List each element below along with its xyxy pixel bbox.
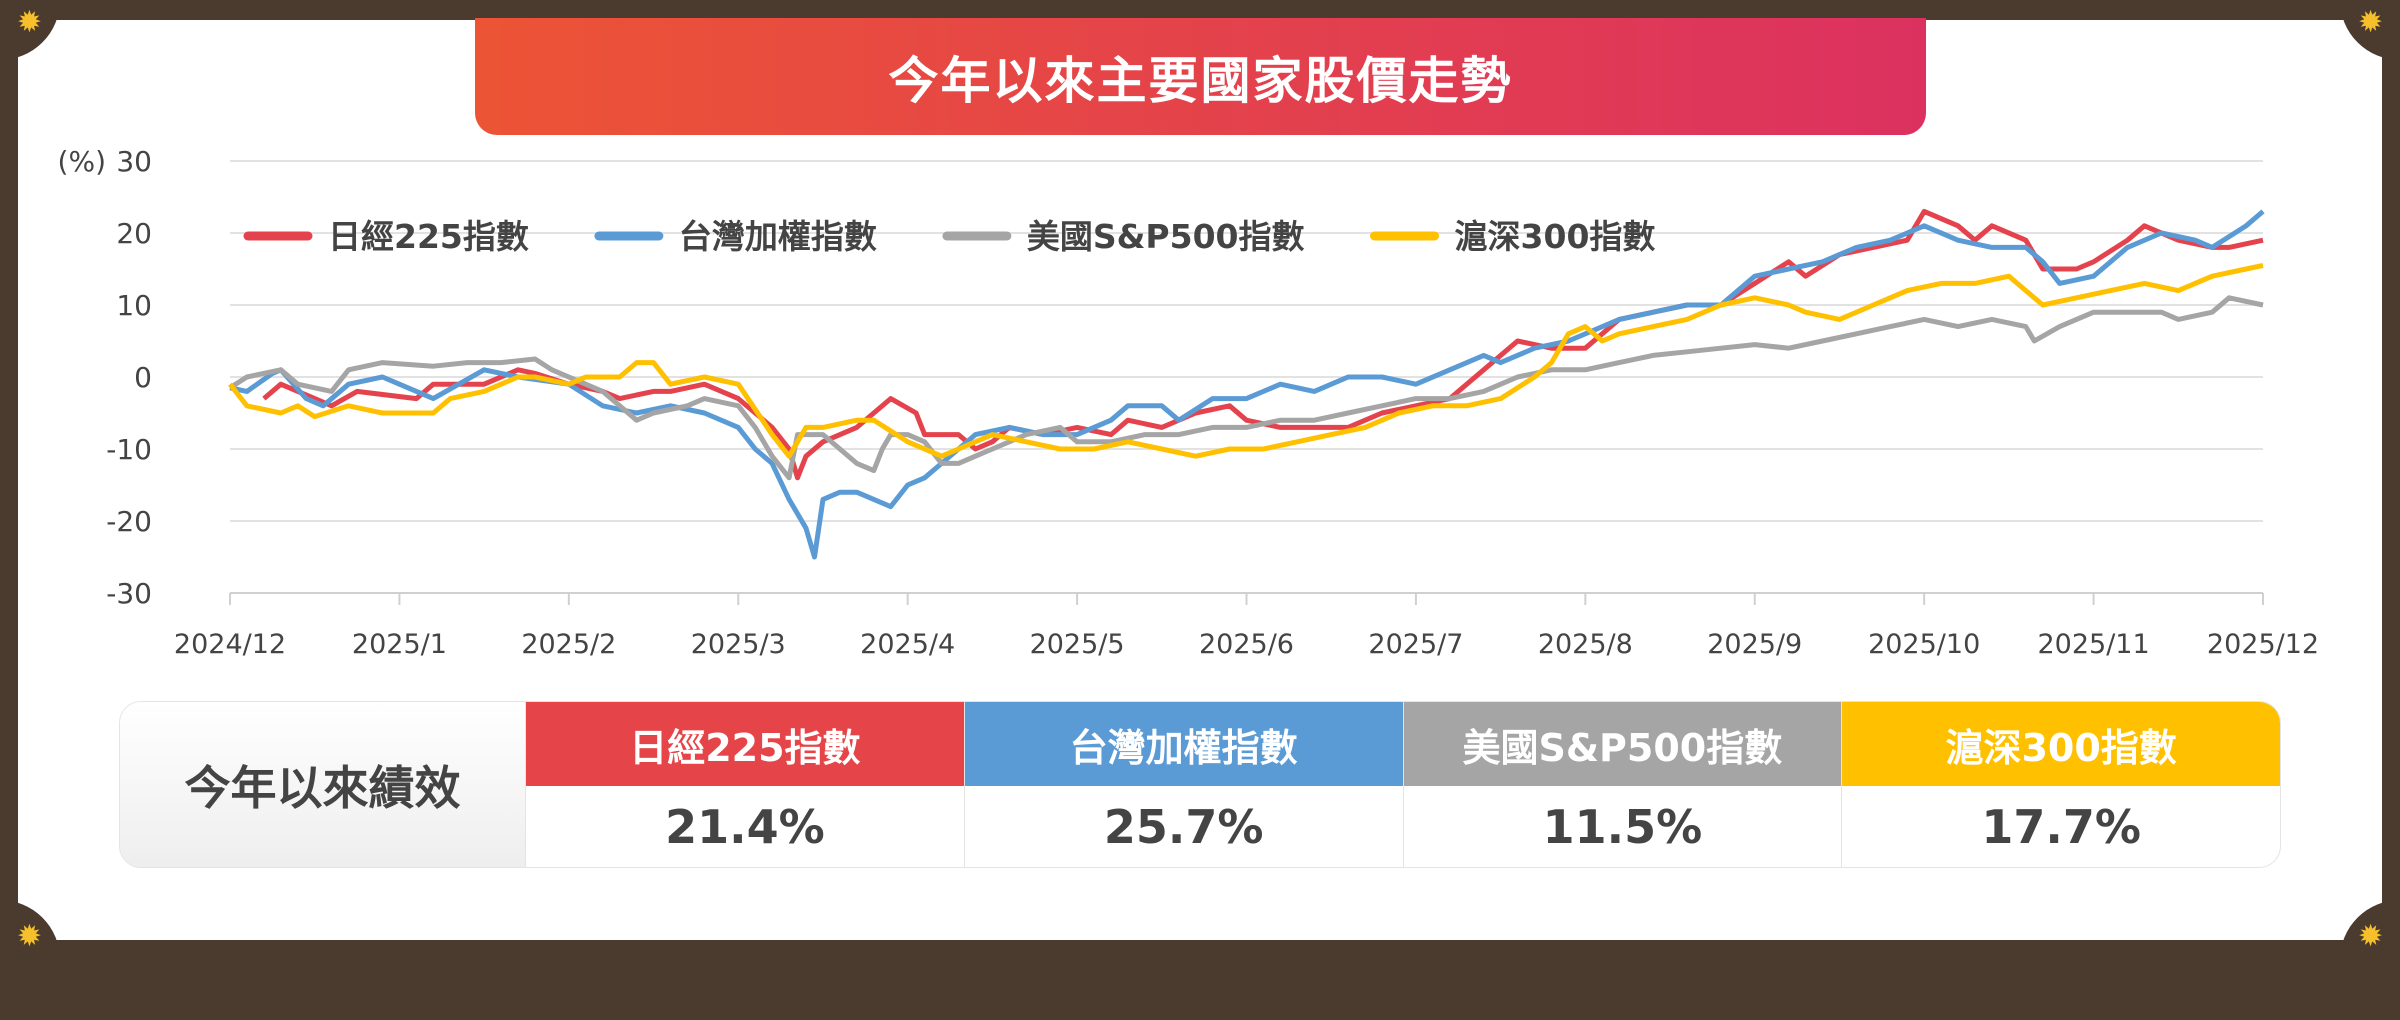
x-tick-label: 2025/3 (691, 629, 786, 660)
x-tick-label: 2025/8 (1538, 629, 1633, 660)
perf-col-sp500: 美國S&P500指數 11.5% (1403, 702, 1843, 867)
x-tick-label: 2025/6 (1199, 629, 1294, 660)
perf-header: 美國S&P500指數 (1403, 702, 1842, 786)
x-tick-label: 2025/12 (2207, 629, 2319, 660)
series-line-3 (228, 262, 2264, 459)
perf-value: 17.7% (1981, 799, 2141, 854)
perf-value: 21.4% (665, 799, 825, 854)
sun-icon: ✹ (2358, 919, 2384, 954)
y-tick-label: -20 (106, 505, 152, 538)
sun-icon: ✹ (16, 5, 42, 40)
perf-col-csi300: 滬深300指數 17.7% (1842, 702, 2280, 867)
x-tick-label: 2025/10 (1868, 629, 1980, 660)
x-tick-label: 2025/2 (521, 629, 616, 660)
x-tick-label: 2025/5 (1030, 629, 1125, 660)
perf-header: 台灣加權指數 (964, 702, 1403, 786)
chart-title: 今年以來主要國家股價走勢 (475, 18, 1926, 135)
perf-col-taiex: 台灣加權指數 25.7% (964, 702, 1404, 867)
perf-col-nikkei: 日經225指數 21.4% (526, 702, 965, 867)
legend-label: 日經225指數 (328, 217, 529, 256)
legend-label: 美國S&P500指數 (1027, 217, 1305, 256)
perf-header: 滬深300指數 (1842, 702, 2280, 786)
line-chart: 30 20 10 0 -10 -20 -30 (%) 2024/12 2025/1 2025/2 20… (58, 145, 2320, 660)
legend-label: 滬深300指數 (1455, 217, 1656, 256)
perf-value: 25.7% (1103, 799, 1264, 854)
y-tick-label: -10 (106, 433, 152, 466)
perf-value: 11.5% (1542, 799, 1703, 854)
y-tick-label: -30 (106, 577, 152, 610)
x-tick-label: 2025/9 (1707, 629, 1802, 660)
series-line-2 (228, 295, 2264, 481)
x-tick-label: 2025/7 (1368, 629, 1463, 660)
x-tick-label: 2025/4 (860, 629, 955, 660)
y-tick-label: 10 (116, 289, 152, 322)
x-tick-label: 2025/1 (352, 629, 447, 660)
sun-icon: ✹ (16, 919, 42, 954)
series-line-1 (229, 209, 2265, 560)
x-tick-label: 2025/11 (2037, 629, 2149, 660)
y-tick-label: 30 (116, 145, 152, 178)
perf-header: 日經225指數 (526, 702, 964, 786)
sun-icon: ✹ (2358, 5, 2384, 40)
y-axis-label: (%) (58, 145, 106, 178)
x-tick-label: 2024/12 (174, 629, 286, 660)
y-tick-label: 20 (116, 217, 152, 250)
performance-table: 今年以來績效 日經225指數 21.4% 台灣加權指數 25.7% 美國S&P500… (119, 701, 2281, 868)
performance-label: 今年以來績效 (120, 702, 526, 867)
y-tick-label: 0 (134, 361, 152, 394)
legend-label: 台灣加權指數 (679, 217, 877, 256)
